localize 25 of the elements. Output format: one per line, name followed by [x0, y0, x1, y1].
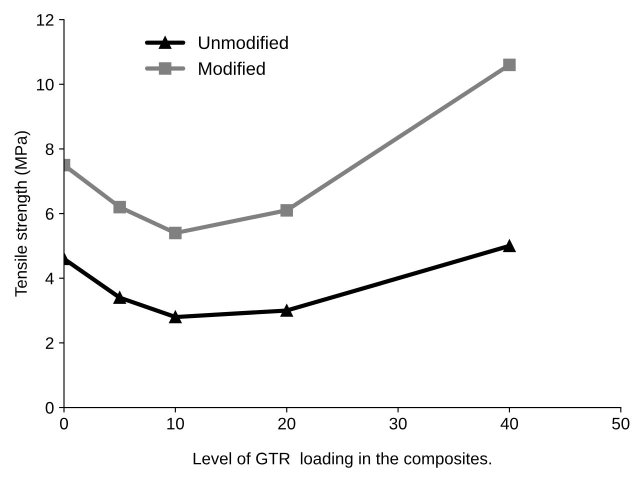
- x-tick-label: 20: [278, 418, 296, 430]
- x-axis-title: Level of GTR loading in the composites.: [194, 452, 491, 468]
- x-tick-label: 30: [389, 418, 407, 430]
- point: [503, 58, 516, 72]
- point: [280, 304, 293, 317]
- point: [169, 310, 182, 324]
- y-tick-label: 4: [45, 272, 54, 284]
- point: [169, 226, 182, 240]
- y-tick-label: 12: [37, 14, 54, 26]
- y-axis-title: Tensile strength (MPa): [14, 131, 30, 297]
- y-tick-label: 0: [46, 402, 54, 414]
- x-tick-label: 40: [500, 418, 518, 430]
- y-tick-label: 10: [37, 78, 54, 90]
- point: [113, 291, 126, 304]
- y-tick-label: 8: [46, 143, 54, 156]
- x-tick-label: 0: [60, 418, 68, 430]
- legend-label: Unmodified: [199, 36, 288, 50]
- point: [503, 240, 516, 252]
- point: [113, 200, 126, 214]
- point: [280, 204, 293, 217]
- legend-label: Modified: [199, 62, 265, 76]
- x-tick-label: 10: [167, 418, 184, 430]
- y-tick-label: 2: [46, 337, 54, 349]
- x-tick-label: 50: [612, 418, 630, 430]
- y-tick-label: 6: [46, 208, 54, 220]
